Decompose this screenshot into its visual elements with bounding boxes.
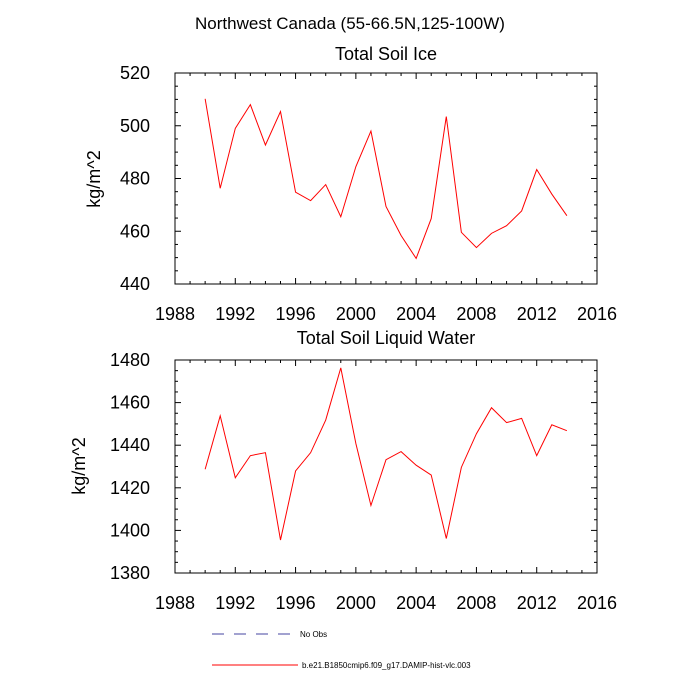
series-line bbox=[204, 367, 568, 541]
x-tick-label: 1996 bbox=[276, 593, 316, 613]
y-tick-label: 460 bbox=[120, 221, 150, 241]
panel-total-soil-ice: Total Soil Ice kg/m^2 1988 1992 1996 2000 20… bbox=[84, 44, 617, 324]
figure-title: Northwest Canada (55-66.5N,125-100W) bbox=[195, 14, 505, 33]
y-tick-label: 440 bbox=[120, 274, 150, 294]
y-tick-label: 480 bbox=[120, 169, 150, 189]
x-tick-label: 1988 bbox=[155, 304, 195, 324]
legend-label-no-obs: No Obs bbox=[300, 630, 327, 639]
x-tick-label: 2004 bbox=[396, 304, 436, 324]
y-tick-label: 500 bbox=[120, 116, 150, 136]
x-tick-label: 2000 bbox=[336, 593, 376, 613]
y-tick-label: 520 bbox=[120, 63, 150, 83]
y-tick-label: 1380 bbox=[110, 563, 150, 583]
series-line bbox=[204, 98, 568, 260]
x-tick-label: 1992 bbox=[215, 304, 255, 324]
x-tick-label: 2008 bbox=[456, 304, 496, 324]
legend: No Obs b.e21.B1850cmip6.f09_g17.DAMIP-hi… bbox=[212, 630, 471, 670]
x-tick-label: 2012 bbox=[517, 593, 557, 613]
x-tick-label: 2000 bbox=[336, 304, 376, 324]
x-tick-label: 2012 bbox=[517, 304, 557, 324]
y-axis-label-soil-ice: kg/m^2 bbox=[84, 150, 104, 207]
x-tick-label: 1988 bbox=[155, 593, 195, 613]
y-tick-label: 1440 bbox=[110, 435, 150, 455]
x-tick-label: 2008 bbox=[456, 593, 496, 613]
x-tick-label: 2016 bbox=[577, 304, 617, 324]
y-axis-label-soil-liquid-water: kg/m^2 bbox=[69, 437, 89, 494]
x-tick-label: 1996 bbox=[276, 304, 316, 324]
x-tick-label: 2016 bbox=[577, 593, 617, 613]
x-tick-label: 1992 bbox=[215, 593, 255, 613]
panel-total-soil-liquid-water: Total Soil Liquid Water kg/m^2 1988 1992 1… bbox=[69, 328, 617, 613]
legend-label-model: b.e21.B1850cmip6.f09_g17.DAMIP-hist-vlc.… bbox=[302, 661, 471, 670]
plot-frame bbox=[174, 359, 598, 574]
panel-title-soil-liquid-water: Total Soil Liquid Water bbox=[297, 328, 475, 348]
y-tick-label: 1420 bbox=[110, 478, 150, 498]
x-tick-label: 2004 bbox=[396, 593, 436, 613]
panel-title-soil-ice: Total Soil Ice bbox=[335, 44, 437, 64]
y-tick-label: 1400 bbox=[110, 520, 150, 540]
y-tick-label: 1460 bbox=[110, 393, 150, 413]
y-tick-label: 1480 bbox=[110, 350, 150, 370]
